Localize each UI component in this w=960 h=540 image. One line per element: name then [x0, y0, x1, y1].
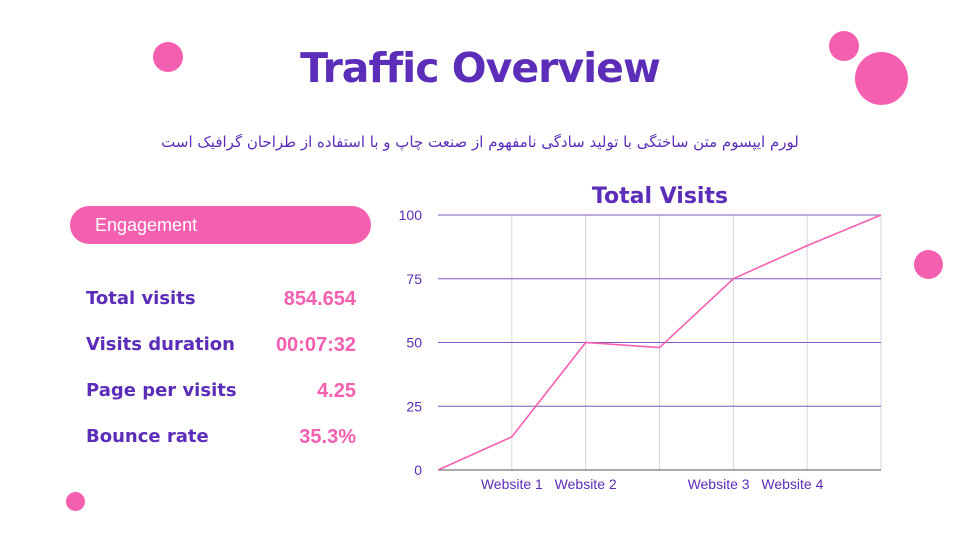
decor-dot-bottom-left	[66, 492, 85, 511]
metric-value: 00:07:32	[275, 334, 356, 356]
y-tick-label: 50	[406, 335, 422, 351]
chart-title: Total Visits	[592, 184, 728, 209]
decor-dot-right	[914, 250, 943, 279]
metric-visits-duration: Visits duration 00:07:32	[86, 332, 356, 362]
metric-label: Page per visits	[86, 380, 237, 401]
metric-value: 4.25	[317, 380, 356, 402]
x-tick-label: Website 4	[761, 476, 823, 492]
y-tick-label: 100	[399, 207, 423, 223]
metric-total-visits: Total visits 854.654	[86, 286, 356, 316]
decor-dot-top-right-large	[855, 52, 908, 105]
page-title: Traffic Overview	[300, 44, 661, 92]
metric-label: Visits duration	[86, 334, 235, 355]
y-tick-label: 75	[406, 271, 422, 287]
x-tick-label: Website 3	[688, 476, 750, 492]
engagement-header: Engagement	[70, 206, 371, 244]
page-subtitle: لورم ایپسوم متن ساختگی با تولید سادگی نا…	[161, 133, 799, 151]
x-tick-label: Website 1	[481, 476, 543, 492]
metric-value: 35.3%	[299, 426, 356, 448]
series-line	[437, 214, 882, 471]
y-tick-label: 25	[406, 398, 422, 414]
horizontal-gridlines	[438, 214, 881, 471]
metric-bounce-rate: Bounce rate 35.3%	[86, 424, 356, 454]
x-tick-label: Website 2	[555, 476, 617, 492]
x-axis-ticks: Website 1 Website 2 Website 3 Website 4	[481, 476, 824, 492]
y-tick-label: 0	[414, 462, 422, 478]
engagement-label: Engagement	[95, 215, 198, 235]
decor-dot-top-right-small	[829, 31, 859, 61]
y-axis-ticks: 0 25 50 75 100	[399, 207, 423, 478]
metric-label: Total visits	[86, 288, 196, 309]
metric-page-per-visits: Page per visits 4.25	[86, 378, 356, 408]
metric-label: Bounce rate	[86, 426, 209, 447]
decor-dot-top-left	[153, 42, 183, 72]
metric-value: 854.654	[283, 288, 356, 310]
